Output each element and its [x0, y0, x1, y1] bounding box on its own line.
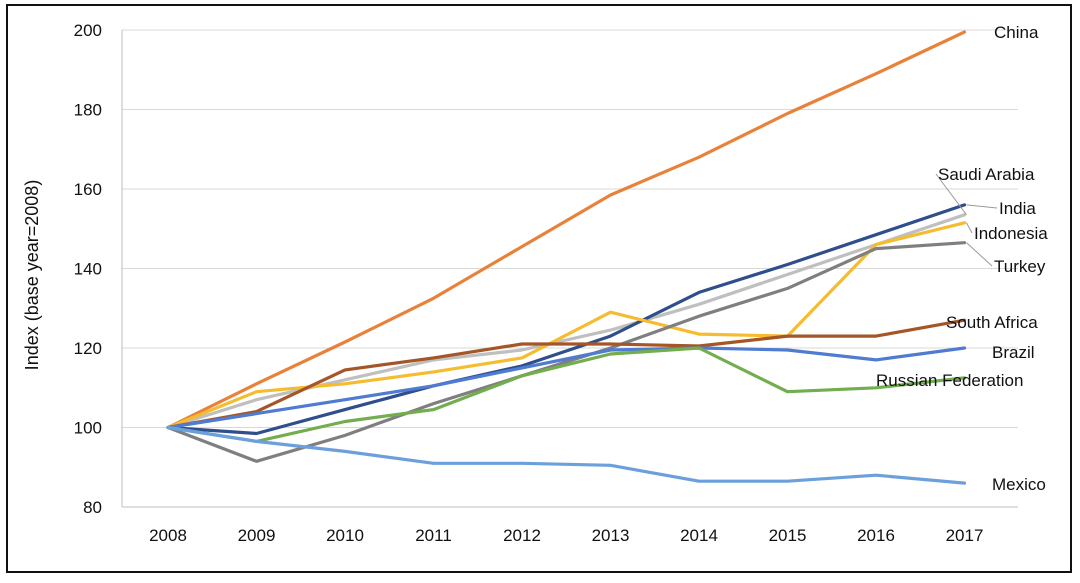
y-tick-label-100: 100 [74, 419, 102, 438]
axes [121, 30, 1018, 508]
leader-line-indonesia [966, 222, 973, 234]
chart-frame: 80 100 120 140 160 180 200 2008 2009 2010 2011 201… [6, 4, 1072, 573]
series-lines [166, 30, 967, 485]
series-line-south-africa [166, 318, 967, 430]
series-label-china: China [994, 23, 1039, 42]
y-tick-label-120: 120 [74, 339, 102, 358]
line-chart: 80 100 120 140 160 180 200 2008 2009 2010 2011 201… [22, 21, 1048, 545]
leader-line-turkey [966, 242, 993, 267]
series-line-china [166, 30, 967, 430]
series-label-brazil: Brazil [992, 343, 1035, 362]
x-tick-labels: 2008 2009 2010 2011 2012 2013 2014 2015 2016 2017 [149, 526, 983, 545]
y-tick-label-160: 160 [74, 180, 102, 199]
series-label-india: India [999, 199, 1036, 218]
series-line-turkey [166, 241, 967, 463]
gridlines [122, 29, 1018, 428]
y-tick-label-80: 80 [83, 498, 102, 517]
x-tick-label-2013: 2013 [592, 526, 630, 545]
y-axis-label: Index (base year=2008) [22, 180, 42, 371]
x-tick-label-2014: 2014 [680, 526, 718, 545]
series-line-mexico [166, 425, 967, 485]
series-line-brazil [166, 346, 967, 430]
leader-line-saudi-arabia [935, 173, 967, 216]
x-tick-label-2010: 2010 [326, 526, 364, 545]
x-tick-label-2015: 2015 [769, 526, 807, 545]
series-line-russian-federation [166, 346, 967, 443]
y-tick-label-180: 180 [74, 101, 102, 120]
series-labels: China Saudi Arabia India Indonesia Turkey Sou… [876, 23, 1048, 494]
series-line-india [166, 203, 967, 436]
y-tick-labels: 80 100 120 140 160 180 200 [74, 21, 102, 517]
series-label-mexico: Mexico [992, 475, 1046, 494]
series-label-south-africa: South Africa [946, 313, 1038, 332]
series-label-saudi-arabia: Saudi Arabia [938, 165, 1035, 184]
y-tick-label-200: 200 [74, 21, 102, 40]
x-tick-label-2008: 2008 [149, 526, 187, 545]
x-tick-label-2009: 2009 [238, 526, 276, 545]
series-label-russian-federation: Russian Federation [876, 371, 1023, 390]
x-tick-label-2012: 2012 [503, 526, 541, 545]
series-label-indonesia: Indonesia [974, 224, 1048, 243]
x-tick-label-2017: 2017 [946, 526, 984, 545]
series-line-indonesia [166, 221, 967, 430]
leader-line-india [966, 204, 998, 209]
series-label-turkey: Turkey [994, 257, 1046, 276]
y-tick-label-140: 140 [74, 260, 102, 279]
x-tick-label-2016: 2016 [857, 526, 895, 545]
x-tick-label-2011: 2011 [415, 526, 452, 545]
